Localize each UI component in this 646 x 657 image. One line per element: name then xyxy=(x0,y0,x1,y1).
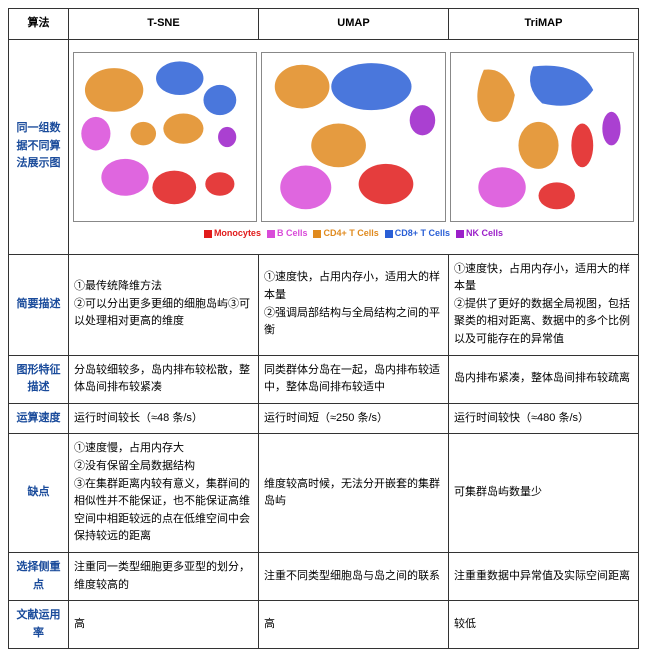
speed-row: 运算速度 运行时间较长（≈48 条/s） 运行时间短（≈250 条/s） 运行时… xyxy=(9,403,639,434)
graphic-row: 图形特征描述 分岛较细较多，岛内排布较松散，整体岛间排布较紧凑 同类群体分岛在一… xyxy=(9,355,639,403)
leg-bcells: B Cells xyxy=(277,226,308,240)
umap-scatter xyxy=(261,52,445,222)
cons-umap: 维度较高时候，无法分开嵌套的集群岛屿 xyxy=(259,434,449,553)
graphic-label: 图形特征描述 xyxy=(9,355,69,403)
sw-cd4t xyxy=(313,230,321,238)
figure-row: 同一组数据不同算法展示图 xyxy=(9,39,639,254)
sw-nk xyxy=(456,230,464,238)
figure-cell: Monocytes B Cells CD4+ T Cells CD8+ T Ce… xyxy=(69,39,639,254)
speed-trimap: 运行时间较快（≈480 条/s） xyxy=(449,403,639,434)
speed-umap: 运行时间短（≈250 条/s） xyxy=(259,403,449,434)
legend: Monocytes B Cells CD4+ T Cells CD8+ T Ce… xyxy=(73,226,634,240)
sw-bcells xyxy=(267,230,275,238)
speed-tsne: 运行时间较长（≈48 条/s） xyxy=(69,403,259,434)
leg-cd8t: CD8+ T Cells xyxy=(395,226,450,240)
header-tsne: T-SNE xyxy=(69,9,259,40)
leg-nk: NK Cells xyxy=(466,226,503,240)
header-algo: 算法 xyxy=(9,9,69,40)
usage-label: 文献运用率 xyxy=(9,601,69,649)
usage-trimap: 较低 xyxy=(449,601,639,649)
sw-monocytes xyxy=(204,230,212,238)
speed-label: 运算速度 xyxy=(9,403,69,434)
brief-trimap: ①速度快，占用内存小，适用大的样本量 ②提供了更好的数据全局视图，包括聚类的相对… xyxy=(449,254,639,355)
cons-trimap: 可集群岛屿数量少 xyxy=(449,434,639,553)
choose-umap: 注重不同类型细胞岛与岛之间的联系 xyxy=(259,552,449,600)
brief-row: 简要描述 ①最传统降维方法 ②可以分出更多更细的细胞岛屿③可以处理相对更高的维度… xyxy=(9,254,639,355)
trimap-scatter xyxy=(450,52,634,222)
header-umap: UMAP xyxy=(259,9,449,40)
brief-umap: ①速度快，占用内存小，适用大的样本量 ②强调局部结构与全局结构之间的平衡 xyxy=(259,254,449,355)
usage-umap: 高 xyxy=(259,601,449,649)
choose-tsne: 注重同一类型细胞更多亚型的划分，维度较高的 xyxy=(69,552,259,600)
graphic-umap: 同类群体分岛在一起，岛内排布较适中，整体岛间排布较适中 xyxy=(259,355,449,403)
choose-trimap: 注重重数据中异常值及实际空间距离 xyxy=(449,552,639,600)
choose-label: 选择侧重点 xyxy=(9,552,69,600)
comparison-table: 算法 T-SNE UMAP TriMAP 同一组数据不同算法展示图 xyxy=(8,8,639,649)
choose-row: 选择侧重点 注重同一类型细胞更多亚型的划分，维度较高的 注重不同类型细胞岛与岛之… xyxy=(9,552,639,600)
cons-row: 缺点 ①速度慢，占用内存大 ②没有保留全局数据结构 ③在集群距离内较有意义，集群… xyxy=(9,434,639,553)
usage-row: 文献运用率 高 高 较低 xyxy=(9,601,639,649)
leg-cd4t: CD4+ T Cells xyxy=(323,226,378,240)
header-trimap: TriMAP xyxy=(449,9,639,40)
usage-tsne: 高 xyxy=(69,601,259,649)
leg-monocytes: Monocytes xyxy=(214,226,261,240)
graphic-tsne: 分岛较细较多，岛内排布较松散，整体岛间排布较紧凑 xyxy=(69,355,259,403)
brief-tsne: ①最传统降维方法 ②可以分出更多更细的细胞岛屿③可以处理相对更高的维度 xyxy=(69,254,259,355)
header-row: 算法 T-SNE UMAP TriMAP xyxy=(9,9,639,40)
figure-label: 同一组数据不同算法展示图 xyxy=(9,39,69,254)
graphic-trimap: 岛内排布紧凑，整体岛间排布较疏离 xyxy=(449,355,639,403)
sw-cd8t xyxy=(385,230,393,238)
brief-label: 简要描述 xyxy=(9,254,69,355)
cons-label: 缺点 xyxy=(9,434,69,553)
cons-tsne: ①速度慢，占用内存大 ②没有保留全局数据结构 ③在集群距离内较有意义，集群间的相… xyxy=(69,434,259,553)
tsne-scatter xyxy=(73,52,257,222)
